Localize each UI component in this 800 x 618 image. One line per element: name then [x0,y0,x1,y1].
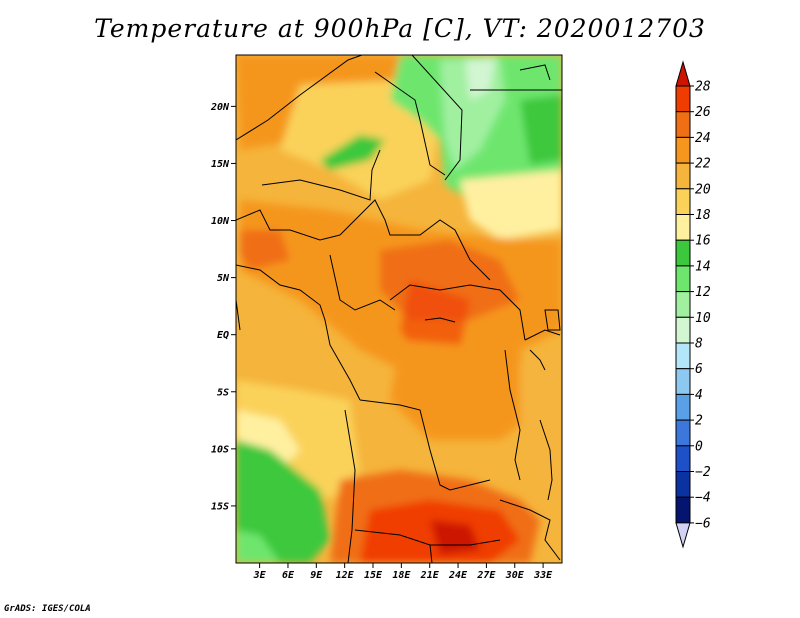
lat-label: 5N [217,273,230,284]
colorbar-swatch [675,393,691,421]
lon-label: 3E [253,570,267,581]
map-frame [235,54,563,564]
lat-label: 15N [211,159,230,170]
lat-label: 10S [211,444,229,455]
colorbar-label: 28 [695,80,711,95]
colorbar-label: 12 [695,285,711,300]
map-title: Temperature at 900hPa [C], VT: 202001270… [94,14,706,43]
border-zambia-zimbabwe [499,499,561,561]
lat-label: 10N [211,216,230,227]
border-angola-drc [359,399,491,491]
colorbar-swatch [675,419,691,447]
border-libya-chad [374,71,446,176]
colorbar-swatch [675,368,691,395]
colorbar-swatch [675,85,691,113]
border-car-drc [389,284,526,341]
colorbar-label: 8 [695,337,703,352]
lat-label: EQ [217,330,229,341]
border-cameroon-congo [329,254,396,311]
border-egypt-sudan [411,55,463,181]
lon-label: 12E [336,570,355,581]
lon-label: 15E [364,570,383,581]
border-botswana [429,544,433,563]
coast-red-sea [519,64,551,81]
colorbar-label: 22 [695,157,711,172]
border-uganda [524,329,561,341]
lake-malawi [539,419,553,501]
field-east-green [520,95,562,165]
border-niger-chad [261,149,381,201]
colorbar-label: 20 [695,182,711,197]
lake-victoria [529,349,546,371]
field-eastafrica-orange [520,350,562,490]
coast-angola [344,409,356,563]
colorbar-label: 0 [695,439,703,454]
lon-label: 18E [392,570,411,581]
borders [236,55,562,563]
field-ethiopia-yellow [460,170,562,240]
colorbar-label: 6 [695,362,703,377]
colorbar-label: 10 [695,311,711,326]
lon-label: 21E [420,570,440,581]
field-westcoast-red [240,230,290,270]
field-southwest-yellow [236,380,360,500]
coast-gulf-of-guinea [236,264,361,401]
field-congo-hot [400,280,470,360]
colorbar-label: 18 [695,208,711,223]
colorbar-label: 4 [695,388,703,403]
colorbar-swatch [675,471,691,498]
colorbar-label: 24 [695,131,711,146]
lat-label: 5S [217,387,229,398]
lon-label: 30E [505,570,525,581]
colorbar-bottom-arrow [675,522,691,549]
field-atlantic-green [236,440,330,563]
lat-label: 20N [210,102,230,113]
colorbar-swatch [675,265,691,293]
colorbar-swatch [675,291,691,318]
lon-label: 6E [282,570,295,581]
coast-west [236,299,241,331]
colorbar-label: −4 [695,491,711,506]
colorbar-label: 16 [695,234,711,249]
colorbar-label: −2 [695,465,711,480]
colorbar-swatch [675,316,691,344]
colorbar-swatch [675,136,691,164]
border-car-sudan [339,199,491,281]
colorbar-label: 2 [695,414,703,429]
latitude-axis: 20N 15N 10N 5N EQ 5S 10S 15S [210,102,236,512]
colorbar-top-arrow [675,60,691,87]
lake-victoria-outline [544,309,561,331]
colorbar-swatch [675,496,691,524]
temperature-field [236,55,562,563]
colorbar-label: 14 [695,259,711,274]
colorbar-swatch [675,342,691,370]
colorbar-swatch [675,162,691,190]
field-chad-green [320,135,385,170]
colorbar-label: −6 [695,516,711,531]
colorbar-swatch [675,111,691,138]
lon-label: 9E [310,570,323,581]
border-algeria-mali [236,55,363,141]
colorbar-swatch [675,445,691,472]
lon-label: 24E [448,570,468,581]
credit-text: GrADS: IGES/COLA [4,604,91,614]
field-basin-orange [390,340,540,440]
field-atlantic-lightgreen [236,530,280,563]
colorbar-swatch [675,214,691,241]
colorbar-swatch [675,188,691,216]
border-nigeria [236,209,341,241]
lon-label: 27E [476,570,496,581]
colorbar-swatch [675,239,691,267]
river-congo [424,317,456,323]
colorbar-label: 26 [695,105,711,120]
lon-label: 33E [533,570,553,581]
lat-label: 15S [211,501,229,512]
longitude-axis: 3E 6E 9E 12E 15E 18E 21E 24E 27E 30E 33E [253,563,553,581]
field-south-darkred [430,520,480,555]
border-drc-east [504,349,521,481]
